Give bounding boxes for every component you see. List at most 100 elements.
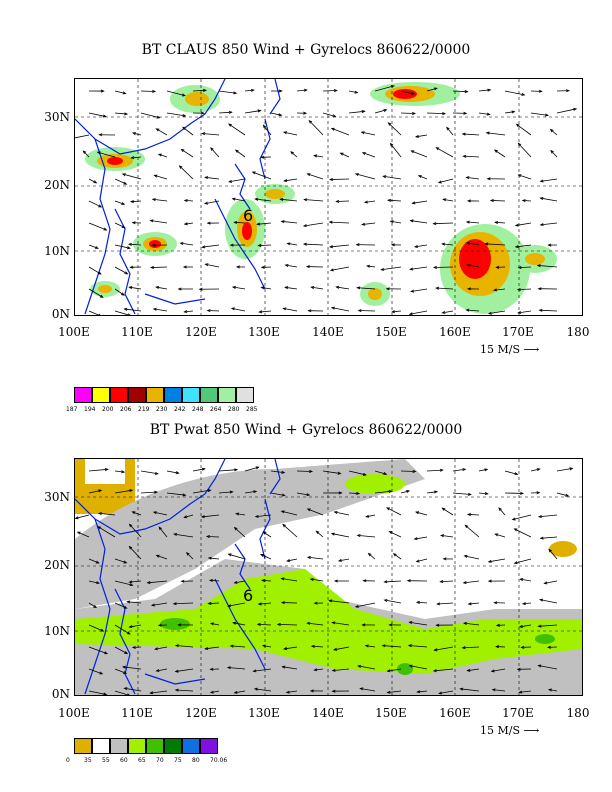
wind-vector bbox=[388, 122, 402, 136]
wind-vector-head bbox=[406, 490, 411, 494]
wind-vector bbox=[283, 131, 298, 136]
wind-vector-head bbox=[495, 265, 500, 269]
wind-vector bbox=[153, 511, 168, 516]
wind-vector bbox=[336, 286, 350, 290]
wind-vector-head bbox=[121, 201, 126, 205]
wind-vector-head bbox=[331, 621, 336, 625]
wind-vector-head bbox=[149, 691, 154, 695]
wind-vector-head bbox=[285, 690, 290, 694]
wind-vector-head bbox=[466, 199, 471, 203]
wind-vector-head bbox=[495, 623, 500, 627]
colorbar-tick-label: 248 bbox=[192, 406, 204, 413]
wind-vector bbox=[417, 690, 428, 693]
wind-vector bbox=[156, 668, 168, 672]
colorbar-tick-label: 65 bbox=[138, 757, 146, 764]
wind-vector-head bbox=[205, 535, 210, 539]
wind-vector-head bbox=[121, 665, 126, 669]
wind-vector bbox=[518, 174, 532, 180]
wind-vector-head bbox=[99, 671, 104, 675]
wind-vector-head bbox=[539, 598, 544, 602]
wind-vector-head bbox=[432, 222, 437, 226]
wind-vector-head bbox=[182, 126, 186, 131]
wind-vector-head bbox=[367, 552, 372, 557]
wind-vector-head bbox=[284, 286, 289, 290]
wind-vector bbox=[114, 90, 126, 94]
wind-vector bbox=[140, 491, 158, 494]
wind-vector bbox=[186, 552, 194, 560]
wind-vector-head bbox=[484, 242, 489, 246]
wind-vector bbox=[400, 90, 415, 95]
wind-vector-head bbox=[104, 468, 109, 472]
wind-vector-head bbox=[233, 220, 238, 225]
wind-vector-head bbox=[97, 271, 102, 275]
wind-vector bbox=[333, 646, 350, 651]
wind-vector-head bbox=[98, 204, 103, 208]
wind-vector bbox=[518, 266, 532, 269]
wind-vector-head bbox=[94, 246, 99, 249]
wind-vector bbox=[258, 602, 272, 605]
wind-vector-head bbox=[204, 176, 209, 180]
wind-vector bbox=[355, 602, 376, 608]
colorbar-tick-label: 200 bbox=[102, 406, 114, 413]
wind-vector-head bbox=[229, 490, 234, 494]
wind-vector-head bbox=[337, 471, 342, 475]
wind-vector-head bbox=[539, 196, 544, 201]
wind-vector-head bbox=[202, 88, 207, 92]
wind-vector-head bbox=[146, 581, 151, 585]
wind-vector bbox=[228, 123, 246, 136]
wind-vector bbox=[443, 198, 454, 202]
wind-vector bbox=[228, 553, 246, 560]
wind-vector-head bbox=[104, 651, 109, 655]
wind-vector-head bbox=[433, 87, 438, 91]
wind-vector bbox=[140, 470, 158, 475]
wind-vector-head bbox=[127, 242, 132, 246]
wind-vector bbox=[522, 200, 532, 202]
wind-vector bbox=[416, 558, 428, 563]
wind-vector-head bbox=[75, 516, 79, 520]
wind-vector bbox=[253, 668, 272, 672]
wind-vector-head bbox=[511, 517, 516, 521]
wind-vector-head bbox=[130, 156, 135, 160]
storm-marker: 6 bbox=[243, 586, 253, 605]
wind-vector bbox=[466, 309, 480, 312]
wind-vector bbox=[88, 602, 97, 608]
wind-vector-head bbox=[331, 689, 336, 693]
wind-vector bbox=[418, 175, 428, 180]
wind-vector bbox=[537, 265, 558, 268]
wind-vector-head bbox=[280, 601, 285, 605]
wind-vector bbox=[210, 623, 220, 626]
wind-vector bbox=[538, 514, 558, 518]
wind-vector-head bbox=[126, 631, 131, 635]
wind-vector-head bbox=[513, 528, 518, 532]
wind-vector-head bbox=[209, 690, 214, 694]
wind-vector-head bbox=[228, 110, 233, 114]
wind-vector-head bbox=[465, 308, 470, 312]
wind-vector bbox=[114, 668, 127, 674]
wind-vector bbox=[416, 601, 428, 604]
wind-vector bbox=[152, 198, 168, 202]
wind-vector bbox=[114, 288, 125, 296]
wind-vector-head bbox=[467, 602, 472, 606]
wind-vector bbox=[411, 288, 428, 292]
wind-vector-head bbox=[462, 154, 467, 158]
wind-vector-head bbox=[383, 472, 388, 475]
wind-vector-head bbox=[182, 265, 187, 269]
wind-vector bbox=[374, 85, 395, 92]
wind-vector-head bbox=[357, 309, 362, 313]
wind-vector bbox=[410, 220, 428, 224]
panel2-ylabel-0n: 0N bbox=[51, 687, 70, 701]
panel1-ylabel-20n: 20N bbox=[44, 178, 70, 192]
panel2-ylabel-30n: 30N bbox=[44, 490, 70, 504]
wind-vector bbox=[442, 310, 454, 314]
wind-vector-head bbox=[257, 109, 262, 113]
panel2-title: BT Pwat 850 Wind + Gyrelocs 860622/0000 bbox=[149, 422, 463, 438]
wind-vector bbox=[205, 176, 220, 180]
wind-vector-head bbox=[173, 532, 178, 537]
wind-vector-head bbox=[231, 197, 236, 201]
wind-vector bbox=[504, 470, 518, 475]
wind-vector-head bbox=[487, 311, 492, 315]
wind-vector-head bbox=[467, 492, 472, 496]
wind-vector bbox=[156, 555, 168, 560]
wind-vector-head bbox=[302, 242, 307, 246]
wind-vector bbox=[88, 178, 97, 184]
